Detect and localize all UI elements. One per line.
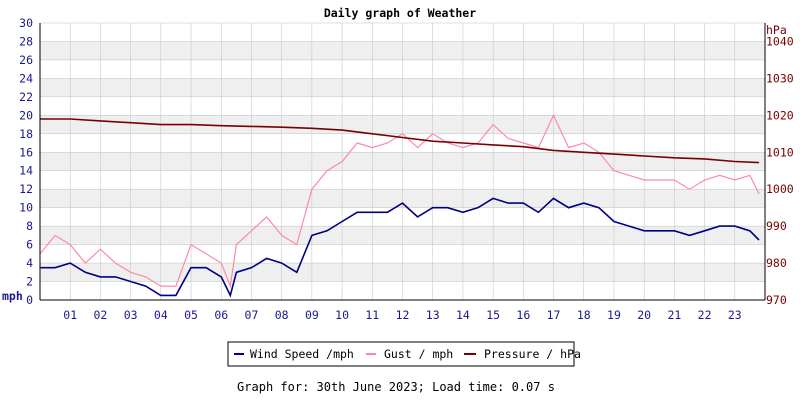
x-tick-label: 23 xyxy=(728,308,742,322)
legend-wind-label: Wind Speed /mph xyxy=(250,347,354,361)
x-tick-label: 08 xyxy=(275,308,289,322)
series-line-gust-mph xyxy=(39,113,760,289)
x-tick-label: 07 xyxy=(245,308,259,322)
right-tick-label: 980 xyxy=(766,256,787,270)
series-layer xyxy=(39,113,760,298)
right-tick-label: 990 xyxy=(766,219,787,233)
left-tick-label: 0 xyxy=(26,293,33,307)
x-tick-label: 09 xyxy=(305,308,319,322)
legend-gust-label: Gust / mph xyxy=(384,347,453,361)
right-tick-label: 1010 xyxy=(766,145,794,159)
left-tick-label: 30 xyxy=(19,16,33,30)
left-tick-label: 24 xyxy=(19,71,33,85)
series-line-pressure-hpa xyxy=(40,118,760,164)
left-tick-label: 8 xyxy=(26,219,33,233)
left-tick-label: 28 xyxy=(19,34,33,48)
x-tick-label: 10 xyxy=(335,308,349,322)
x-tick-label: 02 xyxy=(93,308,107,322)
x-tick-label: 06 xyxy=(214,308,228,322)
legend-box xyxy=(227,341,575,367)
x-tick-label: 16 xyxy=(516,308,530,322)
right-tick-label: 1030 xyxy=(766,71,794,85)
legend: Wind Speed /mph Gust / mph Pressure / hP… xyxy=(227,341,581,367)
x-tick-label: 12 xyxy=(396,308,410,322)
x-tick-label: 13 xyxy=(426,308,440,322)
left-tick-label: 4 xyxy=(26,256,33,270)
right-axis-ticks: 970 980 990 1000 1010 1020 1030 1040 xyxy=(766,34,794,307)
left-tick-label: 18 xyxy=(19,127,33,141)
left-tick-label: 12 xyxy=(19,182,33,196)
x-tick-label: 22 xyxy=(698,308,712,322)
x-tick-label: 19 xyxy=(607,308,621,322)
chart-title: Daily graph of Weather xyxy=(324,6,476,20)
left-axis-unit: mph xyxy=(2,289,23,303)
left-tick-label: 16 xyxy=(19,145,33,159)
x-tick-label: 18 xyxy=(577,308,591,322)
x-tick-label: 20 xyxy=(637,308,651,322)
left-tick-label: 26 xyxy=(19,53,33,67)
right-tick-label: 1040 xyxy=(766,34,794,48)
right-tick-label: 970 xyxy=(766,293,787,307)
x-tick-label: 05 xyxy=(184,308,198,322)
left-tick-label: 6 xyxy=(26,238,33,252)
left-tick-label: 20 xyxy=(19,108,33,122)
x-tick-label: 03 xyxy=(124,308,138,322)
left-tick-label: 10 xyxy=(19,201,33,215)
x-axis-ticks: 01 02 03 04 05 06 07 08 09 10 11 12 13 14 15 16 17 18 19 20… xyxy=(63,308,742,322)
left-tick-label: 14 xyxy=(19,164,33,178)
left-tick-label: 2 xyxy=(26,275,33,289)
x-tick-label: 04 xyxy=(154,308,168,322)
footer-text: Graph for: 30th June 2023; Load time: 0.… xyxy=(237,380,555,394)
legend-pressure-label: Pressure / hPa xyxy=(484,347,581,361)
x-tick-label: 01 xyxy=(63,308,77,322)
left-tick-label: 22 xyxy=(19,90,33,104)
x-tick-label: 21 xyxy=(667,308,681,322)
right-tick-label: 1020 xyxy=(766,108,794,122)
right-tick-label: 1000 xyxy=(766,182,794,196)
x-tick-label: 11 xyxy=(365,308,379,322)
series-line-wind-speed-mph xyxy=(40,197,760,298)
x-tick-label: 17 xyxy=(547,308,561,322)
x-tick-label: 14 xyxy=(456,308,470,322)
right-axis-unit: hPa xyxy=(766,23,787,37)
x-tick-label: 15 xyxy=(486,308,500,322)
